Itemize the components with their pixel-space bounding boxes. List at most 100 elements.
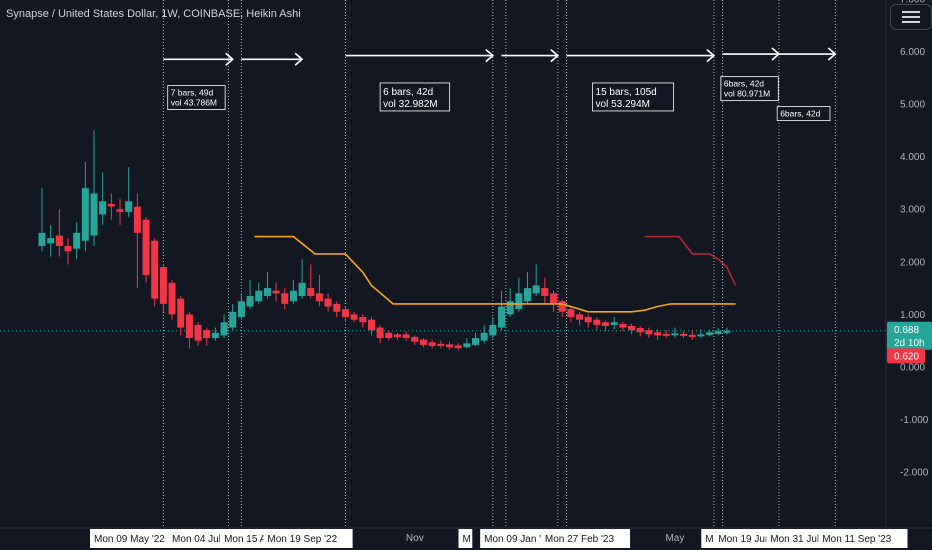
annotation-text: 7 bars, 49d xyxy=(171,88,214,98)
annotation-text: vol 32.982M xyxy=(383,99,437,110)
date-box-bg xyxy=(90,529,180,548)
candle-body xyxy=(185,314,193,339)
price-axis[interactable]: 7.000 6.000 5.000 4.000 3.000 2.000 1.000 0.000… xyxy=(885,0,929,528)
candle-body xyxy=(133,206,141,233)
price-tick-label: 6.000 xyxy=(900,47,925,58)
candle-body xyxy=(142,219,150,275)
candle-body xyxy=(64,246,72,252)
candle-body xyxy=(376,327,384,339)
candle-body xyxy=(723,330,731,333)
candle-body xyxy=(220,322,228,336)
candle-body xyxy=(255,290,263,302)
candle-body xyxy=(203,330,211,339)
red-ma-line xyxy=(644,235,737,286)
moving-average-layer xyxy=(254,235,737,313)
date-box: M xyxy=(458,529,473,548)
ha-close-badge xyxy=(887,348,925,364)
menu-button[interactable] xyxy=(890,4,932,30)
candle-body xyxy=(576,314,584,320)
candle-body xyxy=(454,345,462,349)
candle-body xyxy=(706,332,714,335)
candle-body xyxy=(532,285,540,294)
candle-body xyxy=(489,324,497,336)
price-tick-label: 1.000 xyxy=(900,310,925,321)
candle-body xyxy=(541,288,549,296)
price-tick-label: 4.000 xyxy=(900,152,925,163)
price-badges: 0.688 2d 10h 0.620 xyxy=(887,321,932,364)
date-box: Mon 27 Feb '23 xyxy=(540,529,631,548)
price-tick-label: 7.000 xyxy=(900,0,925,5)
annotation-text: 6bars, 42d xyxy=(724,79,764,89)
date-box-label: Mon 11 Sep '23 xyxy=(822,534,891,545)
candle-body xyxy=(714,331,722,334)
arrow-head xyxy=(294,52,304,66)
annotation-box xyxy=(379,82,451,112)
arrow-head xyxy=(827,47,837,61)
countdown-label: 2d 10h xyxy=(894,338,925,349)
candle-body xyxy=(428,342,436,346)
current-price-badge xyxy=(887,321,932,350)
chart-title: Synapse / United States Dollar, 1W, COIN… xyxy=(6,8,301,20)
date-box: Mon 11 Sep '23 xyxy=(818,529,908,548)
candle-body xyxy=(289,290,297,302)
price-tick-label: -1.000 xyxy=(900,415,929,426)
candle-body xyxy=(125,201,133,212)
candle-body xyxy=(463,343,471,348)
candle-body xyxy=(437,343,445,346)
date-box: M xyxy=(701,529,716,548)
candle-body xyxy=(524,288,532,302)
annotation-text: 6 bars, 42d xyxy=(383,87,433,98)
candle-body xyxy=(619,323,627,328)
candle-body xyxy=(385,332,393,339)
candle-body xyxy=(177,298,185,328)
candle-body xyxy=(116,209,124,212)
time-tick-label: May xyxy=(665,533,684,544)
candle-body xyxy=(367,319,375,331)
candle-body xyxy=(315,293,323,302)
price-tick-label: 5.000 xyxy=(900,100,925,111)
price-tick-label: -2.000 xyxy=(900,468,929,479)
arrow-head xyxy=(225,52,234,66)
date-box-label: Mon 19 Sep '22 xyxy=(267,534,337,545)
candle-body xyxy=(662,333,670,336)
time-tick-label: Nov xyxy=(406,533,424,544)
candle-body xyxy=(419,339,427,345)
candle-body xyxy=(107,203,115,207)
candle-body xyxy=(281,293,289,304)
date-box-bg xyxy=(263,529,353,548)
candle-body xyxy=(480,332,488,341)
price-tick-label: 3.000 xyxy=(900,205,925,216)
date-box-bg xyxy=(458,529,473,548)
candle-body xyxy=(671,333,679,336)
candle-body xyxy=(445,344,453,348)
candle-body xyxy=(550,293,558,304)
candle-body xyxy=(498,306,506,328)
candle-body xyxy=(697,334,705,337)
candle-body xyxy=(229,311,237,328)
date-box-label: Mon 31 Jul '2 xyxy=(770,534,830,545)
annotation-text: vol 53.294M xyxy=(596,99,650,110)
current-price-label: 0.688 xyxy=(894,325,919,336)
candle-body xyxy=(47,238,55,244)
arrow-head xyxy=(550,49,560,63)
ha-close-label: 0.620 xyxy=(894,351,919,362)
menu-icon-bar xyxy=(902,16,920,18)
candle-body xyxy=(584,317,592,323)
candle-body xyxy=(55,235,63,247)
date-box-label: Mon 19 Jun '2 xyxy=(718,534,781,545)
annotation-box xyxy=(167,85,226,110)
candle-body xyxy=(324,298,332,307)
candle-body xyxy=(194,324,202,341)
date-box: Mon 09 May '22 xyxy=(90,529,180,548)
candle-body xyxy=(680,333,688,336)
annotation-text: 15 bars, 105d xyxy=(596,87,657,98)
candle-body xyxy=(402,334,410,339)
candle-body xyxy=(602,322,610,326)
candle-body xyxy=(688,334,696,337)
date-box-label: Mon 04 Jul '2 xyxy=(172,534,232,545)
date-box-label: Mon 27 Feb '23 xyxy=(545,534,615,545)
candle-body xyxy=(298,282,306,296)
